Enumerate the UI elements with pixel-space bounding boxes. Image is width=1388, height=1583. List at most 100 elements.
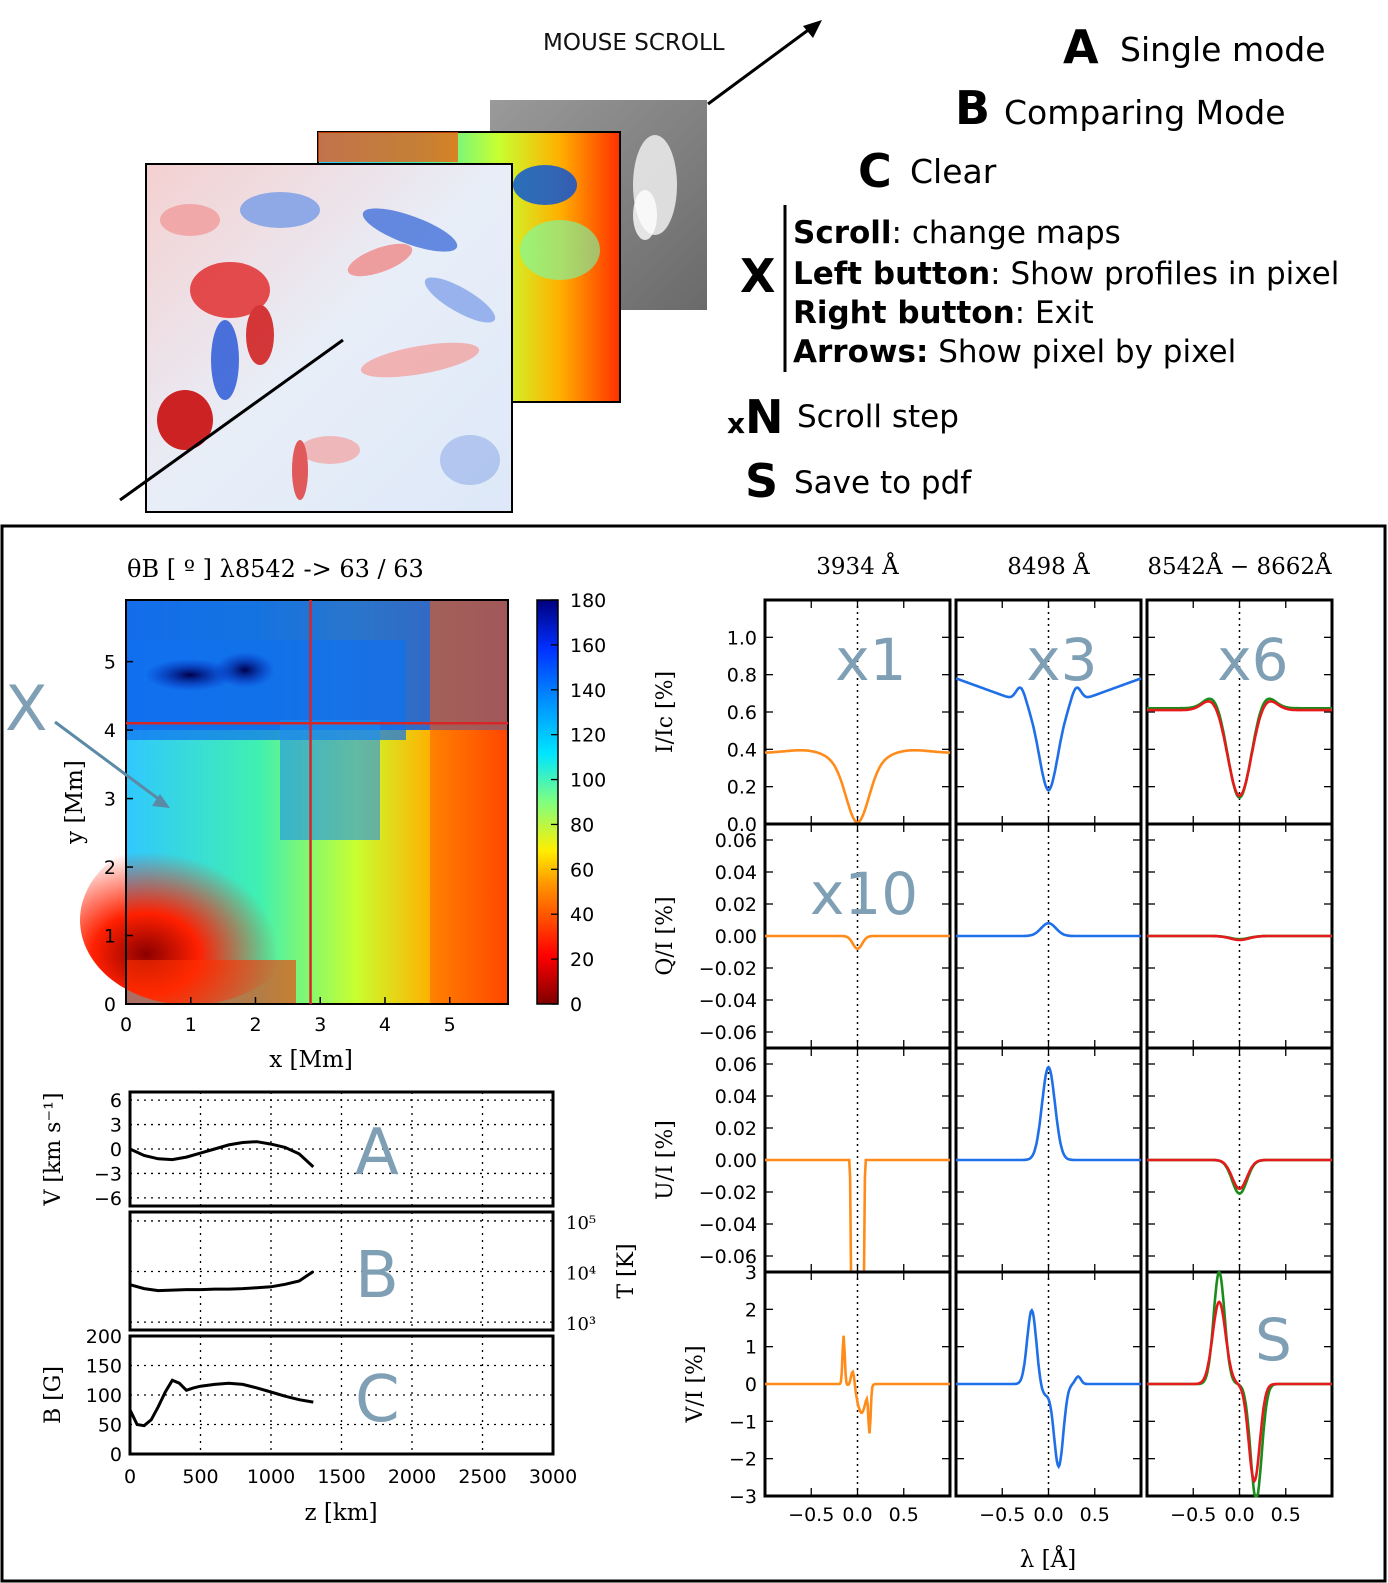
map-xtick-label: 4 [379,1014,391,1036]
stokes-column-header: 8542Å − 8662Å [1147,552,1332,580]
stokes-profile-curve [765,934,950,951]
atmosphere-ytick-label: 10⁵ [566,1213,596,1234]
key-c-label: Clear [910,152,997,191]
colorbar-tick-label: 80 [570,814,594,836]
key-a-label: Single mode [1120,30,1326,69]
key-x-right-button: Right button: Exit [793,295,1094,331]
atmosphere-panel-B: 10⁵ 10⁴ 10³ T [K] B [128,1210,639,1335]
key-x-item-text: : Show profiles in pixel [990,256,1339,292]
map-ytick-label: 4 [104,720,116,742]
atmosphere-ytick-label: 10³ [566,1314,596,1335]
key-x-item-bold: Right button [793,295,1015,331]
annotation-x: X [5,672,47,745]
atmosphere-curve [129,1140,315,1169]
stokes-ytick-label: 0.02 [715,894,757,916]
stokes-ytick-label: 0.8 [727,665,757,687]
stokes-profile-curve [765,1335,950,1434]
colorbar-tick-label: 180 [570,590,606,612]
stokes-ylabel: Q/I [%] [653,896,678,975]
stokes-profile-curve [1147,1300,1332,1484]
panel-letter: S [1255,1306,1292,1374]
key-n: N [745,390,784,444]
theta-map-panel: θB [ º ] λ8542 -> 63 / 63 0 1 2 3 4 5 0 1 2 3 4 5 x… [5,555,606,1073]
atmosphere-ytick-label: −3 [94,1163,122,1185]
atmosphere-xtick-label: 0 [124,1466,136,1488]
key-b: B [955,81,990,135]
atmosphere-ytick-label: 150 [86,1356,122,1378]
stokes-profile-curve [1147,699,1332,798]
atmosphere-ytick-label: 0 [110,1139,122,1161]
stokes-multiplier: x1 [835,626,906,694]
atmosphere-ytick-label: 50 [98,1415,122,1437]
map-xtick-label: 2 [249,1014,261,1036]
stokes-panel [1145,1046,1334,1274]
map-ytick-label: 1 [104,926,116,948]
stokes-ylabel: I/Ic [%] [653,671,678,753]
atmosphere-xtick-label: 1500 [317,1466,365,1488]
interface-frame [0,524,1387,1583]
scroll-arrow [707,23,816,106]
atmosphere-ytick-label: 10⁴ [566,1264,596,1285]
key-x-item-bold: Left button [793,256,990,292]
stokes-xtick-label: 0.0 [842,1504,872,1526]
stokes-ylabel: U/I [%] [653,1120,678,1200]
stokes-panel [954,1046,1143,1274]
atmosphere-curve [128,1378,314,1428]
stokes-ytick-label: 0.4 [727,739,757,761]
stokes-panel [1145,822,1334,1050]
stokes-panel [763,1046,952,1274]
stokes-ytick-label: −1 [729,1411,757,1433]
stokes-xtick-label: 0.5 [1080,1504,1110,1526]
stokes-xtick-label: −0.5 [1170,1504,1216,1526]
stokes-ytick-label: 0.0 [727,814,757,836]
map-xtick-label: 1 [185,1014,197,1036]
key-c: C [858,144,892,198]
map-xtick-label: 3 [314,1014,326,1036]
atmosphere-xtick-label: 3000 [529,1466,577,1488]
stokes-multiplier: x3 [1026,626,1097,694]
colorbar-tick-label: 40 [570,904,594,926]
atmosphere-ytick-label: 3 [110,1115,122,1137]
key-n-prefix: x [727,407,745,440]
colorbar-tick-label: 20 [570,949,594,971]
stokes-column-header: 3934 Å [816,552,899,580]
key-s: S [745,454,778,508]
map-ytick-label: 3 [104,789,116,811]
map-ylabel: y [Mm] [62,760,88,845]
stokes-profile-curve [956,1308,1141,1470]
stokes-ytick-label: 0.2 [727,777,757,799]
atmosphere-xtick-label: 500 [182,1466,218,1488]
stokes-xtick-label: −0.5 [788,1504,834,1526]
atmosphere-ytick-label: 0 [110,1444,122,1466]
stokes-panels: 0.0 0.2 0.4 0.6 0.8 1.0 I/Ic [%] x1 x3 x6 0.06 0.04… [653,552,1334,1573]
key-x-left-button: Left button: Show profiles in pixel [793,256,1339,292]
stokes-ytick-label: −0.06 [699,1246,757,1268]
colorbar-tick-label: 60 [570,859,594,881]
colorbar-tick-label: 120 [570,725,606,747]
stokes-panel: S [1145,1269,1334,1498]
key-x-item-text: : Exit [1015,295,1094,331]
stokes-column-header: 8498 Å [1007,552,1090,580]
colorbar [536,599,559,1005]
stokes-profile-curve [955,677,1142,793]
stokes-profile-curve [1147,1158,1332,1191]
annotation-arrow [54,720,161,802]
atmosphere-panel-A: 6 30−3 −6 V [km s⁻¹] A [41,1090,555,1210]
stokes-ytick-label: 0.04 [715,862,757,884]
key-x-item-bold: Scroll [793,215,892,251]
map-ytick-label: 2 [104,857,116,879]
colorbar-tick-label: 140 [570,680,606,702]
stokes-ytick-label: 0.02 [715,1118,757,1140]
colorbar-tick-label: 160 [570,635,606,657]
stokes-ytick-label: 2 [745,1299,757,1321]
map-ytick-label: 5 [104,652,116,674]
stokes-panel: x10 [763,822,952,1050]
stokes-profile-curve [1147,697,1332,800]
atmosphere-xtick-label: 2500 [458,1466,506,1488]
colorbar-tick-label: 100 [570,770,606,792]
atmosphere-ylabel: B [G] [41,1366,66,1424]
map-xtick-label: 5 [444,1014,456,1036]
mouse-scroll-label: MOUSE SCROLL [543,30,725,56]
